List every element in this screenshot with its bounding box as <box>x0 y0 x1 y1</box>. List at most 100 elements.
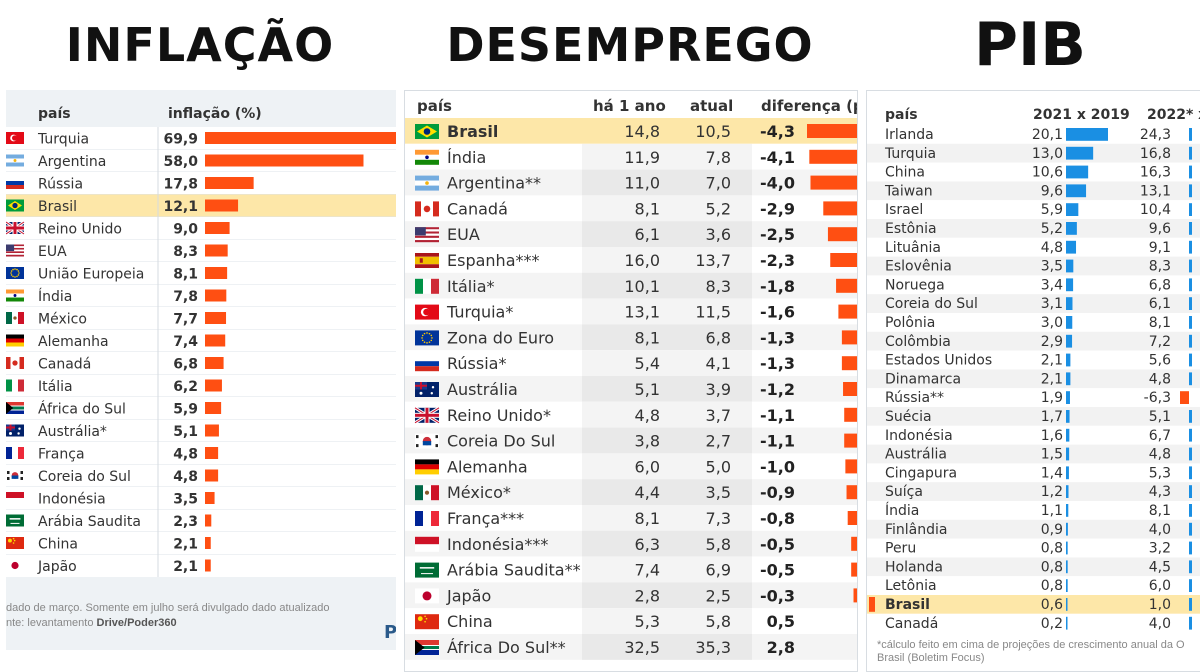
unemployment-values-bg <box>582 608 752 634</box>
gdp-header-2022: 2022* x <box>1147 107 1200 123</box>
gdp-country-label: Colômbia <box>885 334 951 350</box>
unemployment-values-bg <box>582 479 752 505</box>
gdp-2022-bar <box>1189 165 1192 179</box>
unemployment-diff-value: -1,8 <box>760 277 795 296</box>
inflation-source: nte: levantamento Drive/Poder360 <box>6 617 177 629</box>
flag-kr-icon <box>6 469 24 482</box>
gdp-2021-bar <box>1066 240 1077 254</box>
gdp-2021-value: 20,1 <box>1032 127 1063 143</box>
gdp-2022-bar <box>1189 203 1192 216</box>
unemployment-current-value: 2,7 <box>706 432 731 451</box>
gdp-2021-bar <box>1066 504 1069 517</box>
gdp-row-bg <box>867 313 1200 332</box>
gdp-2022-bar <box>1189 316 1192 329</box>
inflation-value-label: 7,4 <box>173 334 198 350</box>
gdp-country-label: Rússia** <box>885 390 944 406</box>
gdp-2022-bar <box>1189 334 1192 348</box>
unemployment-country-label: Reino Unido* <box>447 406 551 425</box>
inflation-bar <box>205 469 219 482</box>
unemployment-country-label: Turquia* <box>446 303 513 322</box>
unemployment-current-value: 6,8 <box>706 328 731 347</box>
gdp-country-label: Cingapura <box>885 465 957 481</box>
unemployment-prev-value: 4,4 <box>635 483 660 502</box>
inflation-country-label: Brasil <box>38 199 77 215</box>
gdp-2022-bar <box>1189 240 1192 254</box>
gdp-country-label: Coreia do Sul <box>885 296 978 312</box>
flag-cn-icon <box>415 614 439 630</box>
unemployment-current-value: 7,8 <box>706 148 731 167</box>
inflation-value-label: 4,8 <box>173 447 198 463</box>
gdp-2022-bar <box>1189 128 1192 141</box>
unemployment-current-value: 2,5 <box>706 586 731 605</box>
gdp-2022-bar <box>1189 466 1192 480</box>
flag-es-icon <box>415 253 439 268</box>
inflation-bar <box>205 537 211 549</box>
gdp-2021-value: 0,8 <box>1041 578 1063 594</box>
flag-gb-icon <box>414 406 440 425</box>
inflation-country-label: EUA <box>38 244 67 260</box>
gdp-2021-value: 5,2 <box>1041 221 1063 237</box>
unemployment-country-label: França*** <box>447 509 524 528</box>
gdp-row-bg <box>867 482 1200 501</box>
gdp-2022-value: 6,8 <box>1149 277 1171 293</box>
gdp-2022-bar <box>1189 184 1192 198</box>
gdp-header-pais: país <box>885 107 918 123</box>
gdp-2022-bar <box>1189 259 1192 273</box>
gdp-2022-bar <box>1189 485 1192 498</box>
inflation-table-panel: país inflação (%) Turquia 69,9 Argentina 58,0… <box>6 90 396 650</box>
gdp-2022-bar <box>1189 297 1192 310</box>
gdp-2021-bar <box>1066 598 1068 611</box>
gdp-2021-value: 0,8 <box>1041 559 1063 575</box>
gdp-2022-value: 4,8 <box>1149 371 1171 387</box>
gdp-2022-value: 24,3 <box>1140 127 1171 143</box>
inflation-bar <box>205 222 230 234</box>
unemployment-country-label: Alemanha <box>447 457 528 476</box>
unemployment-diff-bar <box>851 536 857 551</box>
inflation-country-label: Turquia <box>37 132 89 148</box>
unemployment-diff-value: -1,0 <box>760 457 795 476</box>
unemployment-country-label: Coreia Do Sul <box>447 432 555 451</box>
unemployment-prev-value: 5,1 <box>635 380 660 399</box>
gdp-2021-bar <box>1066 391 1070 404</box>
gdp-country-label: Holanda <box>885 559 943 575</box>
unemployment-table-panel: país há 1 ano atual diferença (p Brasil 14,8 1… <box>404 90 858 672</box>
gdp-country-label: China <box>885 165 925 181</box>
inflation-country-label: China <box>38 537 78 553</box>
unemployment-diff-bar <box>853 588 857 603</box>
inflation-row-bg <box>6 352 396 375</box>
gdp-2021-bar <box>1066 522 1068 536</box>
inflation-value-label: 3,5 <box>173 492 198 508</box>
inflation-country-label: Arábia Saudita <box>38 514 141 530</box>
gdp-row-bg <box>867 143 1200 163</box>
unemployment-diff-bar <box>841 356 857 371</box>
unemployment-current-value: 5,2 <box>706 199 731 218</box>
flag-ar-icon <box>415 175 439 191</box>
unemployment-values-bg <box>582 634 752 660</box>
unemployment-diff-bar <box>841 330 857 345</box>
flag-eu-icon <box>6 267 24 279</box>
inflation-country-label: União Europeia <box>38 267 144 283</box>
unemployment-current-value: 13,7 <box>695 251 731 270</box>
flag-de-icon <box>6 334 24 347</box>
inflation-value-label: 8,1 <box>173 267 198 283</box>
gdp-2021-bar <box>1066 259 1074 273</box>
unemployment-header-3: diferença (p <box>761 97 857 115</box>
gdp-2021-bar <box>1066 616 1068 630</box>
gdp-2022-value: 7,2 <box>1149 334 1171 350</box>
flag-br-icon <box>6 199 24 212</box>
gdp-2022-bar <box>1189 579 1192 592</box>
unemployment-values-bg <box>582 169 752 196</box>
gdp-country-label: Taiwan <box>884 183 933 199</box>
unemployment-country-label: Japão <box>446 586 491 605</box>
gdp-header-2021: 2021 x 2019 <box>1033 107 1130 123</box>
unemployment-prev-value: 14,8 <box>624 122 660 141</box>
unemployment-country-label: Índia <box>447 148 486 167</box>
unemployment-diff-value: -1,6 <box>760 303 795 322</box>
unemployment-values-bg <box>582 453 752 480</box>
gdp-country-label: Peru <box>885 541 916 557</box>
unemployment-country-label: China <box>447 612 493 631</box>
inflation-value-label: 58,0 <box>163 154 198 170</box>
inflation-row-bg <box>6 554 396 577</box>
unemployment-prev-value: 8,1 <box>635 509 660 528</box>
gdp-2022-bar <box>1189 410 1192 423</box>
